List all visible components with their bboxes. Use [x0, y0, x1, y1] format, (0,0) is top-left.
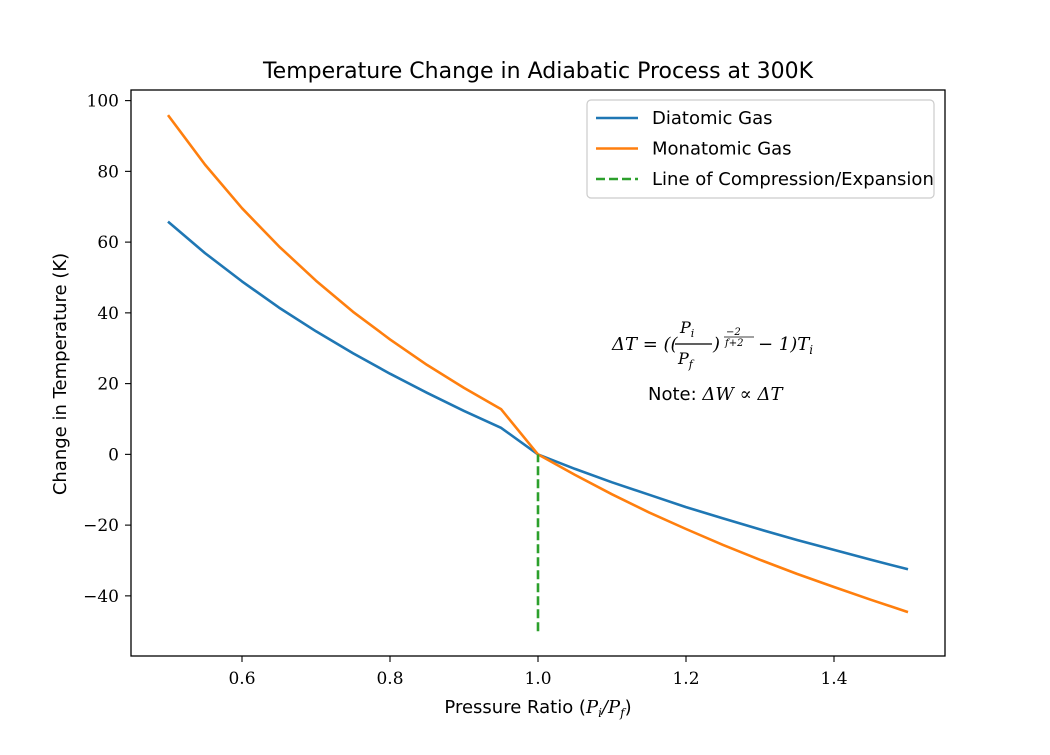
formula-exponent-num: −2: [726, 327, 741, 338]
note-annotation: Note: ΔW ∝ ΔT: [648, 384, 785, 405]
y-tick-label: −40: [83, 587, 119, 607]
x-tick-label: 0.6: [228, 669, 255, 689]
y-tick-label: 20: [97, 375, 119, 395]
x-tick-label: 1.4: [820, 669, 847, 689]
y-tick-label: 40: [97, 304, 119, 324]
legend-box: [586, 99, 935, 199]
plot-area: [130, 89, 946, 657]
x-axis-label: Pressure Ratio (Pi/Pf): [444, 697, 631, 720]
series-line-1: [166, 114, 909, 614]
formula-lhs: ΔT = ((: [611, 334, 679, 355]
legend-label-2: Line of Compression/Expansion: [652, 169, 934, 190]
x-tick-label: 0.8: [376, 669, 403, 689]
formula-exponent-den: f+2: [724, 338, 743, 349]
note-text: Note: ΔW ∝ ΔT: [648, 384, 785, 405]
y-tick-label: 80: [97, 162, 119, 182]
y-axis: −40 −20 0 20 40 60 80 100: [83, 92, 131, 607]
formula-numerator: Pi: [679, 318, 694, 340]
y-tick-label: −20: [83, 516, 119, 536]
y-axis-label: Change in Temperature (K): [50, 253, 71, 495]
formula-rhs: − 1)Ti: [758, 334, 813, 357]
y-tick-label: 0: [108, 445, 119, 465]
x-tick-label: 1.0: [524, 669, 551, 689]
legend-label-0: Diatomic Gas: [652, 108, 772, 129]
legend-label-1: Monatomic Gas: [652, 139, 792, 160]
formula-close-paren: ): [712, 334, 720, 355]
y-tick-label: 100: [87, 92, 119, 112]
legend: Diatomic Gas Monatomic Gas Line of Compres…: [586, 99, 935, 199]
x-axis: 0.6 0.8 1.0 1.2 1.4: [228, 656, 848, 689]
x-tick-label: 1.2: [672, 669, 699, 689]
chart-title: Temperature Change in Adiabatic Process …: [262, 59, 814, 84]
y-tick-label: 60: [97, 233, 119, 253]
